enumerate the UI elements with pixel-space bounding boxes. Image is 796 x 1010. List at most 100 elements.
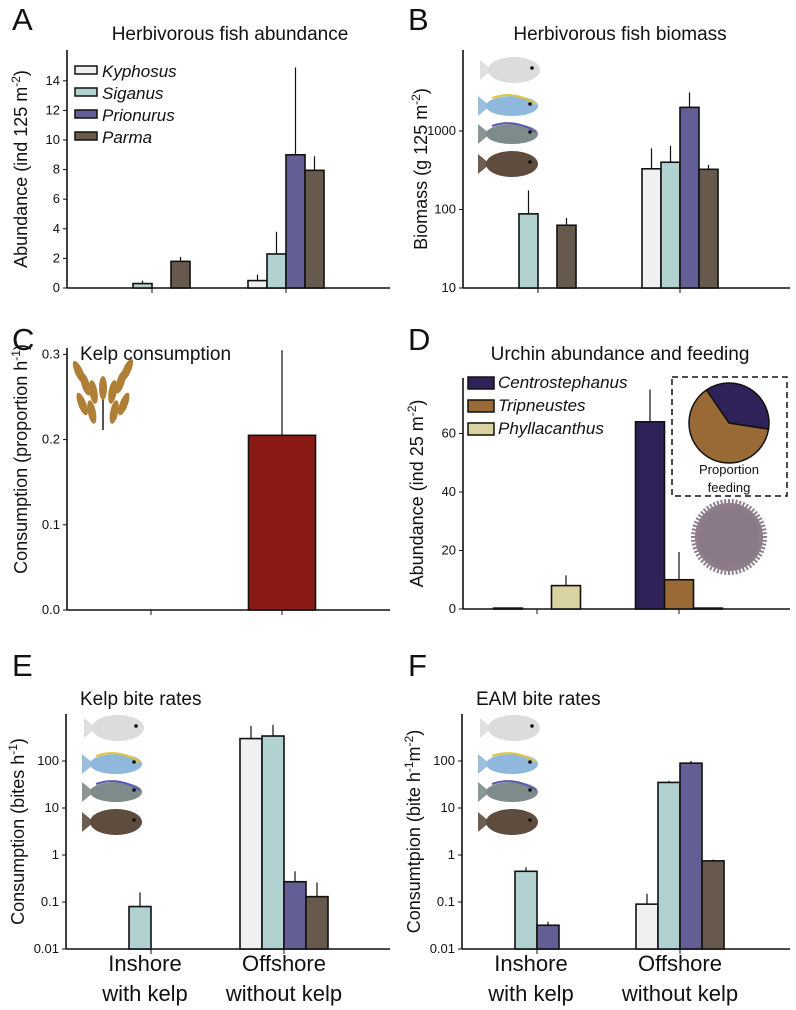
y-tick-label: 10 (441, 800, 455, 815)
panel-F: F EAM bite rates 0.01 0.1 1 10 100 Consumtpion … (402, 648, 790, 1006)
urchin-spine (697, 513, 706, 521)
kelp-blade (76, 392, 88, 416)
y-label-part: ) (407, 400, 427, 406)
kelp-blade (80, 372, 91, 396)
urchin-spine (705, 560, 713, 569)
urchin-spine (697, 553, 706, 561)
bar-prionurus (285, 154, 306, 289)
fish-tail (478, 754, 490, 774)
bar-prionurus (283, 880, 307, 950)
bar-siganus (660, 161, 681, 289)
urchin-spine (734, 499, 738, 508)
panel-letter: F (408, 648, 427, 683)
bar-siganus (518, 213, 539, 289)
legend-label: Phyllacanthus (498, 419, 604, 438)
chart-title: Urchin abundance and feeding (491, 344, 750, 365)
y-label-part: Consumtpion (bite h (404, 772, 424, 933)
legend-label: Kyphosus (102, 62, 177, 81)
urchin-spine (743, 562, 749, 571)
y-tick-label: 0.1 (42, 517, 60, 532)
fish-tail (478, 96, 490, 116)
urchin-spine (737, 565, 742, 574)
bar-centrostephanus (492, 607, 524, 610)
fish-body (488, 715, 540, 741)
x-category-label: Inshore (108, 951, 181, 976)
bar-phyllacanthus (692, 607, 724, 610)
y-tick-label: 12 (46, 102, 60, 117)
fish-tail (82, 812, 94, 832)
urchin-spine (734, 566, 738, 575)
fish-body (486, 754, 538, 774)
urchin-spine (750, 556, 758, 564)
bar-phyllacanthus (550, 584, 582, 610)
y-tick-label: 14 (46, 73, 60, 88)
y-tick-label: 8 (53, 162, 60, 177)
fish-body (486, 151, 538, 177)
y-axis-label: Consumtpion (bite h-1m-2) (402, 730, 424, 933)
bar-parma (305, 895, 329, 950)
panel-letter: D (408, 322, 430, 357)
y-tick-label: 0 (449, 601, 456, 616)
urchin-spine (743, 503, 749, 512)
y-tick-label: 1 (448, 847, 455, 862)
urchin-spine (752, 513, 761, 521)
y-axis-label: Abundance (ind 125 m-2) (9, 70, 31, 268)
y-tick-label: 4 (53, 221, 60, 236)
inset-label: Proportion (699, 462, 759, 477)
y-tick-label: 0.01 (430, 941, 455, 956)
urchin-spine (691, 532, 700, 535)
fish-siganus-icon (478, 94, 538, 116)
y-label-part: ) (11, 344, 31, 350)
urchin-spine (702, 508, 710, 516)
kelp-blade (118, 392, 130, 416)
y-label-part: Consumption (proportion h (11, 361, 31, 574)
x-category-label: without kelp (621, 981, 738, 1006)
urchin-spine (758, 532, 767, 535)
fish-body (486, 96, 538, 116)
bar-kyphosus (239, 737, 263, 950)
x-category-label: with kelp (487, 981, 574, 1006)
x-category-label: Offshore (638, 951, 722, 976)
fish-body (90, 782, 142, 802)
y-tick-label: 100 (434, 202, 456, 217)
urchin-spine (745, 560, 753, 569)
y-label-part: ) (404, 730, 424, 736)
x-category-label: Offshore (242, 951, 326, 976)
kelp-blade (109, 400, 119, 424)
fish-siganus-icon (478, 752, 538, 774)
urchin-spine (695, 551, 704, 557)
chart-title: Kelp consumption (80, 344, 231, 365)
urchin-spine (740, 501, 746, 511)
panel-letter: E (12, 648, 33, 683)
pie-slice-centrostephanus (705, 382, 770, 431)
legend-swatch (467, 399, 495, 413)
y-tick-label: 0.0 (42, 602, 60, 617)
fish-tail (478, 812, 490, 832)
bar-siganus (132, 282, 153, 289)
urchin-spine (692, 524, 701, 529)
fish-kyphosus-icon (480, 715, 540, 741)
y-tick-label: 10 (442, 280, 456, 295)
bar-tripneustes (663, 578, 695, 610)
urchin-spine (705, 505, 713, 514)
bar-parma (304, 169, 325, 289)
urchin-spine (691, 539, 700, 542)
urchin-spine (758, 539, 767, 542)
y-tick-label: 2 (53, 250, 60, 265)
bar-prionurus (679, 762, 703, 950)
urchin-spine (755, 548, 765, 554)
urchin-spine (700, 510, 708, 518)
kelp-blade (99, 376, 107, 400)
x-category-label: Inshore (494, 951, 567, 976)
legend-swatch (74, 65, 98, 75)
urchin-spine (754, 517, 763, 523)
y-label-part: -2 (9, 76, 23, 87)
urchin-spine (720, 499, 724, 508)
fish-body (486, 124, 538, 144)
bar-kyphosus (641, 167, 662, 289)
fish-eye (528, 818, 532, 822)
urchin-spine (731, 566, 734, 575)
kelp-blade (108, 380, 118, 404)
fish-body (90, 809, 142, 835)
y-tick-label: 0 (53, 280, 60, 295)
